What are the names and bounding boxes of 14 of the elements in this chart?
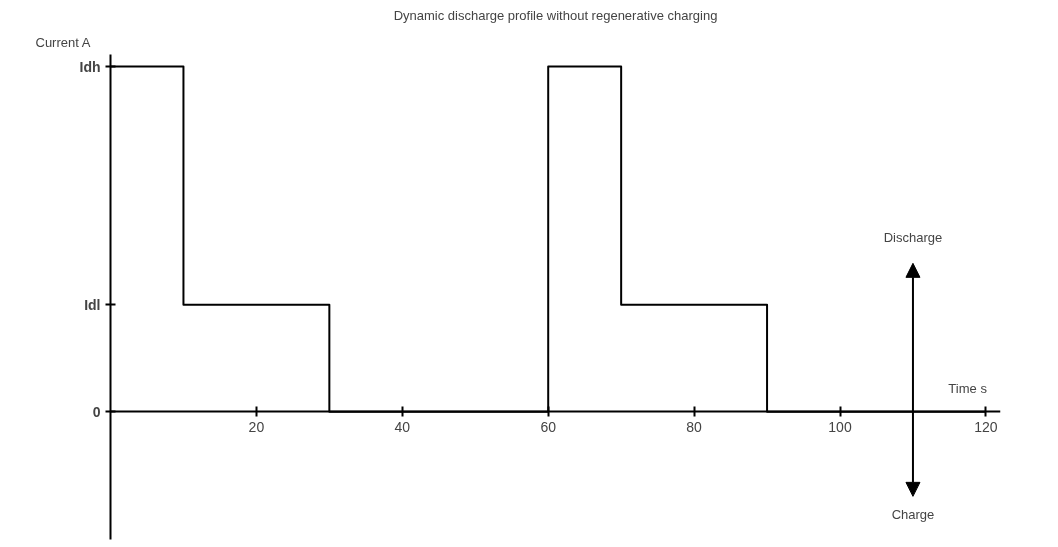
x-tick-label: 120 xyxy=(974,418,998,435)
x-tick-label: 20 xyxy=(248,418,265,435)
y-axis-title: Current A xyxy=(35,34,91,50)
x-tick-label: 100 xyxy=(828,418,852,435)
x-tick-label: 40 xyxy=(394,418,411,435)
text: Idl xyxy=(84,296,101,313)
x-tick-label: 80 xyxy=(686,418,703,435)
chart-title: Dynamic discharge profile without regenerative charging xyxy=(393,7,718,23)
text: Charge xyxy=(891,507,935,523)
annotation: Discharge xyxy=(883,230,943,246)
text: 0 xyxy=(92,403,101,420)
x-axis-title: Time s xyxy=(948,380,988,396)
x-tick-label: 60 xyxy=(540,418,557,435)
text: Idh xyxy=(79,58,101,75)
